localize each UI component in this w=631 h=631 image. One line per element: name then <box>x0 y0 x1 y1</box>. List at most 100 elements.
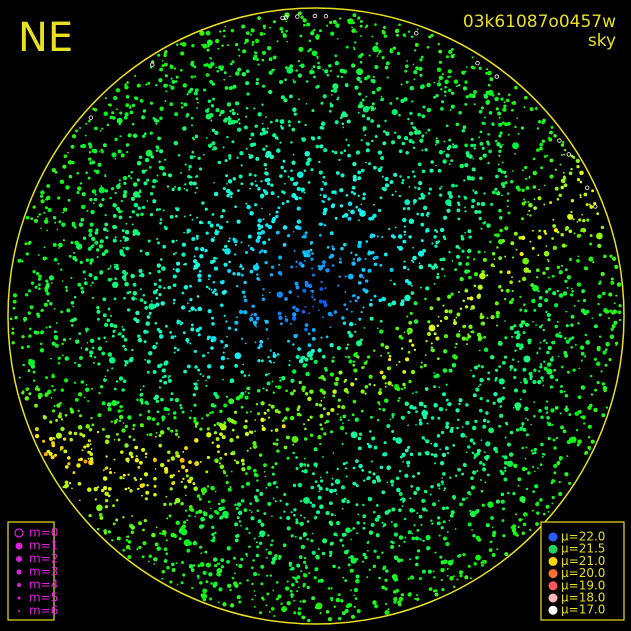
star <box>136 178 140 182</box>
star <box>359 20 363 23</box>
star <box>460 234 464 238</box>
star <box>447 88 452 93</box>
star <box>521 425 524 427</box>
star <box>384 65 389 70</box>
star <box>311 50 318 57</box>
star <box>253 107 256 110</box>
star <box>126 81 129 84</box>
star <box>436 483 441 487</box>
star <box>382 408 385 412</box>
star <box>518 518 522 522</box>
star <box>49 302 53 306</box>
star <box>547 276 550 279</box>
star <box>323 305 326 308</box>
star <box>497 111 502 116</box>
star <box>458 398 463 403</box>
star <box>559 389 564 394</box>
star <box>391 193 394 197</box>
star <box>374 107 377 109</box>
star <box>319 504 324 510</box>
star <box>195 97 199 101</box>
star <box>463 206 466 209</box>
star <box>270 543 273 547</box>
star <box>109 267 111 269</box>
star <box>306 160 310 165</box>
star <box>145 490 150 495</box>
star <box>347 273 354 280</box>
star <box>207 500 211 504</box>
star <box>220 365 225 370</box>
star <box>555 333 560 338</box>
star <box>519 251 524 257</box>
star <box>193 385 199 391</box>
star <box>18 376 21 379</box>
star <box>303 423 305 426</box>
star <box>520 217 525 221</box>
star <box>408 186 411 188</box>
star <box>408 379 412 384</box>
star <box>134 96 139 101</box>
star <box>307 332 311 336</box>
star <box>228 237 231 240</box>
star <box>158 293 162 297</box>
star <box>397 234 403 239</box>
star <box>123 115 128 120</box>
star <box>193 65 197 69</box>
star <box>498 215 503 220</box>
star <box>504 181 508 185</box>
star <box>467 522 472 527</box>
star <box>229 110 232 113</box>
star <box>479 176 483 180</box>
star <box>250 132 255 137</box>
star <box>155 432 158 434</box>
star <box>537 290 540 293</box>
star <box>272 497 275 500</box>
star <box>439 461 445 466</box>
star <box>298 555 303 559</box>
star <box>227 487 232 492</box>
star <box>89 261 93 265</box>
star <box>426 422 429 425</box>
star <box>173 351 176 354</box>
star <box>118 332 122 336</box>
star <box>310 257 314 261</box>
star <box>430 160 434 164</box>
star <box>75 129 78 133</box>
star <box>368 568 371 571</box>
star <box>465 305 469 309</box>
star <box>509 430 514 435</box>
star <box>146 433 149 436</box>
star <box>527 471 531 475</box>
star <box>125 94 130 99</box>
star <box>258 453 263 457</box>
star <box>420 523 423 526</box>
star <box>264 260 268 265</box>
star <box>458 261 463 266</box>
star <box>334 150 338 155</box>
star <box>378 49 382 53</box>
star <box>126 291 130 295</box>
star <box>164 158 167 161</box>
star <box>379 329 384 334</box>
star <box>340 485 346 490</box>
star <box>428 35 432 39</box>
star <box>350 538 352 541</box>
star <box>600 225 605 230</box>
star <box>576 282 582 287</box>
star <box>525 487 529 491</box>
star <box>416 512 419 515</box>
star <box>180 51 185 56</box>
star <box>544 406 549 410</box>
star <box>104 375 107 378</box>
star <box>136 160 142 166</box>
star <box>285 435 290 440</box>
star <box>309 48 312 51</box>
star <box>451 143 455 146</box>
star <box>253 572 258 577</box>
star <box>424 354 427 356</box>
star <box>450 510 455 515</box>
star <box>479 336 483 340</box>
star <box>413 78 416 81</box>
star <box>330 94 333 96</box>
star <box>175 429 178 432</box>
